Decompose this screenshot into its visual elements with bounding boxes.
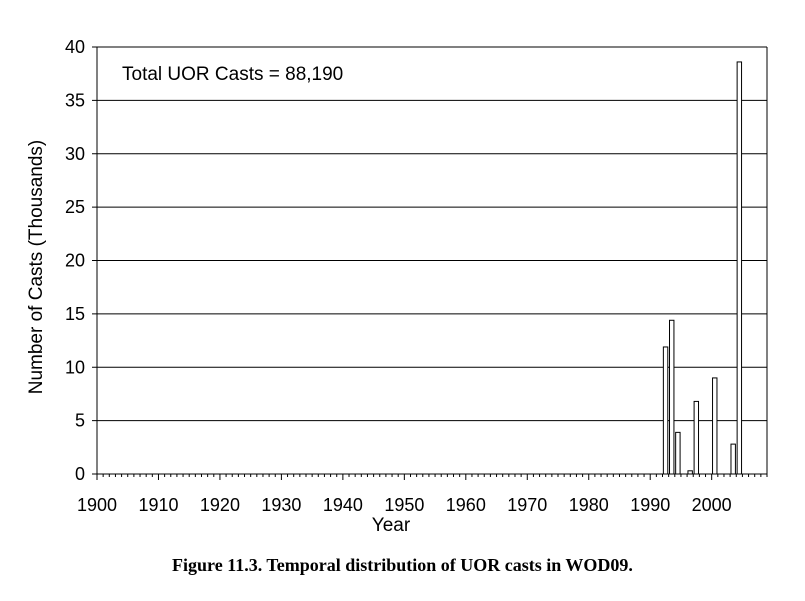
figure-caption: Figure 11.3. Temporal distribution of UO… [172, 555, 633, 575]
y-tick-label: 25 [65, 197, 85, 217]
y-axis-title: Number of Casts (Thousands) [26, 140, 47, 395]
x-tick-label: 1940 [323, 495, 363, 515]
x-tick-label: 1900 [77, 495, 117, 515]
gridlines [97, 46, 767, 422]
y-tick-label: 0 [75, 464, 85, 484]
bar [730, 443, 736, 475]
bar [669, 319, 675, 475]
x-tick-label: 1910 [138, 495, 178, 515]
x-tick-label: 1930 [261, 495, 301, 515]
x-tick-label: 2000 [692, 495, 732, 515]
bar [712, 377, 718, 475]
y-tick-label: 30 [65, 144, 85, 164]
bar [675, 431, 681, 475]
bars [662, 61, 743, 475]
total-casts-annotation: Total UOR Casts = 88,190 [122, 64, 343, 85]
y-tick-label: 35 [65, 90, 85, 110]
y-tick-label: 15 [65, 304, 85, 324]
tick-labels: 0 5 10 15 20 25 30 35 40 1900 1910 1920 1930 1940 1950… [65, 37, 732, 515]
x-tick-label: 1980 [569, 495, 609, 515]
bar-chart: 0 5 10 15 20 25 30 35 40 1900 1910 1920 1930 1940 1950… [26, 37, 768, 536]
x-tick-label: 1990 [630, 495, 670, 515]
x-tick-label: 1960 [446, 495, 486, 515]
y-tick-label: 20 [65, 251, 85, 271]
x-tick-label: 1950 [384, 495, 424, 515]
x-axis-title: Year [372, 515, 411, 536]
bar [736, 61, 743, 475]
x-tick-label: 1970 [507, 495, 547, 515]
y-tick-label: 10 [65, 357, 85, 377]
axes [92, 46, 768, 480]
x-tick-label: 1920 [200, 495, 240, 515]
bar [662, 346, 669, 475]
y-tick-label: 5 [75, 411, 85, 431]
bar [693, 400, 700, 475]
y-tick-label: 40 [65, 37, 85, 57]
